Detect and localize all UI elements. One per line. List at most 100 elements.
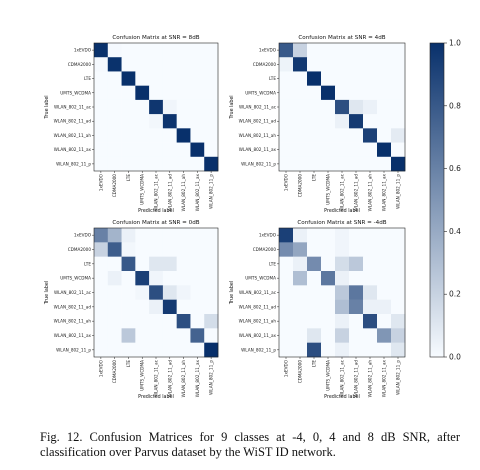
- matrix-cell: [377, 285, 392, 300]
- matrix-cell: [391, 328, 406, 343]
- matrix-cell: [149, 99, 164, 115]
- matrix-cell: [307, 256, 322, 272]
- matrix-cell: [149, 271, 164, 286]
- matrix-cell: [121, 256, 136, 272]
- matrix-cell: [377, 99, 392, 115]
- matrix-cell: [162, 328, 177, 343]
- matrix-cell: [279, 228, 294, 243]
- y-tick-label: WLAN_802_11_ah: [239, 133, 277, 138]
- matrix-cell: [377, 328, 392, 343]
- matrix-cell: [335, 71, 350, 86]
- chart-title: Confusion Matrix at SNR = 0dB: [112, 220, 199, 226]
- matrix-cell: [190, 299, 205, 315]
- matrix-cell: [107, 142, 122, 158]
- matrix-cell: [190, 342, 205, 358]
- matrix-cell: [162, 156, 177, 172]
- matrix-cell: [94, 71, 109, 86]
- matrix-cell: [94, 242, 109, 257]
- matrix-cell: [279, 342, 294, 358]
- matrix-cell: [391, 256, 406, 272]
- matrix-cell: [377, 342, 392, 358]
- matrix-cell: [94, 114, 109, 129]
- matrix-cell: [107, 342, 122, 358]
- matrix-cell: [107, 85, 122, 101]
- matrix-cell: [321, 256, 336, 272]
- matrix-cell: [135, 256, 150, 272]
- matrix-cell: [377, 43, 392, 58]
- matrix-cell: [279, 71, 294, 86]
- y-tick-label: WLAN_802_11_ax: [239, 333, 277, 338]
- matrix-cell: [335, 256, 350, 272]
- matrix-cell: [107, 156, 122, 172]
- x-tick-label: 1xEVDO: [284, 359, 289, 377]
- matrix-cell: [293, 228, 308, 243]
- x-tick-label: WLAN_802_11_p: [209, 174, 214, 209]
- matrix-cell: [321, 271, 336, 286]
- matrix-cell: [162, 314, 177, 329]
- matrix-cell: [176, 142, 191, 158]
- matrix-cell: [391, 71, 406, 86]
- matrix-cell: [279, 242, 294, 257]
- matrix-cell: [94, 299, 109, 315]
- matrix-cell: [94, 228, 109, 243]
- matrix-cell: [176, 114, 191, 129]
- matrix-cell: [162, 71, 177, 86]
- x-tick-label: 1xEVDO: [98, 173, 103, 191]
- colorbar-tick-label: 0.4: [449, 227, 461, 236]
- matrix-cell: [162, 114, 177, 129]
- matrix-cell: [363, 57, 378, 72]
- matrix-cell: [149, 43, 164, 58]
- x-tick-label: WLAN_802_11_ax: [195, 173, 200, 211]
- matrix-cell: [135, 242, 150, 257]
- matrix-cell: [335, 342, 350, 358]
- matrix-cell: [149, 314, 164, 329]
- matrix-cell: [377, 71, 392, 86]
- y-tick-label: LTE: [269, 261, 276, 266]
- matrix-cell: [176, 228, 191, 243]
- matrix-cell: [391, 57, 406, 72]
- matrix-cell: [307, 128, 322, 143]
- matrix-cell: [321, 71, 336, 86]
- matrix-cell: [377, 142, 392, 158]
- matrix-cell: [307, 285, 322, 300]
- matrix-cell: [279, 57, 294, 72]
- matrix-cell: [349, 57, 364, 72]
- matrix-cell: [349, 314, 364, 329]
- y-tick-label: CDMA2000: [253, 247, 277, 252]
- y-tick-label: WLAN_802_11_ah: [54, 133, 92, 138]
- matrix-cell: [307, 271, 322, 286]
- y-tick-label: UMTS_WCDMA: [245, 276, 276, 281]
- x-axis-label: Predicted label: [138, 394, 174, 400]
- matrix-cell: [279, 256, 294, 272]
- matrix-cell: [121, 43, 136, 58]
- matrix-cell: [190, 128, 205, 143]
- y-tick-label: 1xEVDO: [259, 233, 277, 238]
- matrix-cell: [135, 271, 150, 286]
- y-tick-label: WLAN_802_11_ad: [54, 119, 92, 124]
- matrix-cell: [363, 71, 378, 86]
- matrix-cell: [176, 299, 191, 315]
- matrix-cell: [107, 328, 122, 343]
- matrix-cell: [363, 43, 378, 58]
- matrix-cell: [391, 128, 406, 143]
- matrix-cell: [135, 342, 150, 358]
- matrix-cell: [349, 299, 364, 315]
- matrix-cell: [121, 85, 136, 101]
- matrix-cell: [279, 299, 294, 315]
- matrix-cell: [121, 128, 136, 143]
- matrix-cell: [204, 242, 219, 257]
- colorbar-tick-label: 0.6: [449, 164, 461, 173]
- y-tick-label: WLAN_802_11_ad: [239, 304, 277, 309]
- matrix-cell: [149, 114, 164, 129]
- y-tick-label: WLAN_802_11_p: [241, 347, 276, 352]
- colorbar-tick-label: 0.0: [449, 353, 461, 362]
- x-axis-label: Predicted label: [324, 394, 360, 400]
- matrix-cell: [190, 114, 205, 129]
- matrix-cell: [321, 156, 336, 172]
- colorbar-tick-label: 0.2: [449, 290, 461, 299]
- matrix-cell: [307, 85, 322, 101]
- y-axis-label: True label: [44, 281, 50, 305]
- matrix-cell: [349, 114, 364, 129]
- matrix-cell: [190, 314, 205, 329]
- matrix-cell: [349, 142, 364, 158]
